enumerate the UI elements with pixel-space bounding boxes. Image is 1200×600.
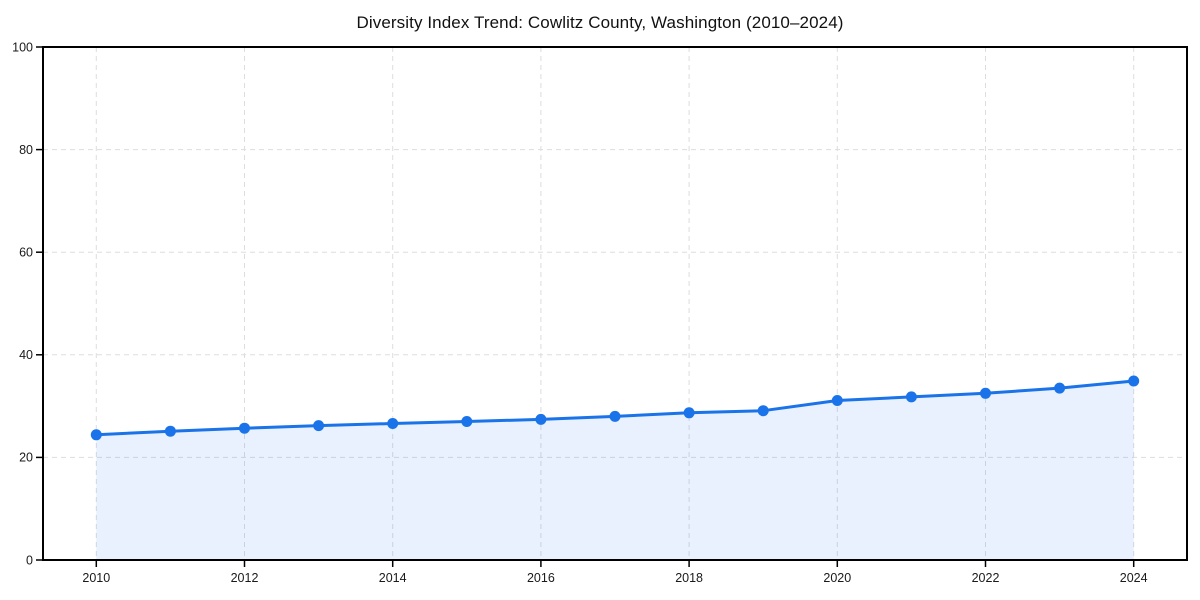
data-point-2011 [164,425,176,437]
vertical-gridlines [95,47,1135,560]
data-point-2020 [831,395,843,406]
y-tick-label: 80 [19,143,33,157]
plot-border [42,46,1188,561]
data-point-2021 [905,391,917,403]
data-point-2019 [757,405,769,417]
data-point-2016 [535,413,547,425]
horizontal-gridlines [43,149,1187,458]
x-axis: 2010 2012 2014 2016 2018 2020 2022 2024 [82,561,1148,585]
chart-title: Diversity Index Trend: Cowlitz County, W… [356,13,844,32]
x-tick-label: 2016 [527,571,555,585]
x-tick-label: 2020 [823,571,851,585]
data-point-2017 [609,410,621,422]
data-point-2014 [387,418,399,429]
data-point-2012 [239,422,250,434]
y-tick-label: 40 [19,348,33,362]
x-tick-label: 2022 [972,571,1000,585]
data-point-2010 [90,429,102,441]
y-tick-label: 60 [19,246,33,260]
y-tick-label: 100 [12,40,33,54]
x-tick-label: 2014 [379,571,407,585]
data-point-2022 [980,387,991,399]
data-point-2023 [1054,382,1066,394]
data-point-2013 [313,420,325,432]
y-axis: 0 20 40 60 80 100 [12,40,42,567]
x-tick-label: 2024 [1120,571,1148,585]
data-point-2015 [461,416,473,427]
data-points [90,375,1140,441]
y-tick-label: 20 [19,451,33,465]
data-point-2024 [1128,375,1140,387]
data-point-2018 [683,407,695,419]
x-tick-label: 2018 [675,571,703,585]
x-tick-label: 2010 [82,571,110,585]
y-tick-label: 0 [26,553,33,567]
area-fill [96,381,1134,560]
x-tick-label: 2012 [231,571,259,585]
